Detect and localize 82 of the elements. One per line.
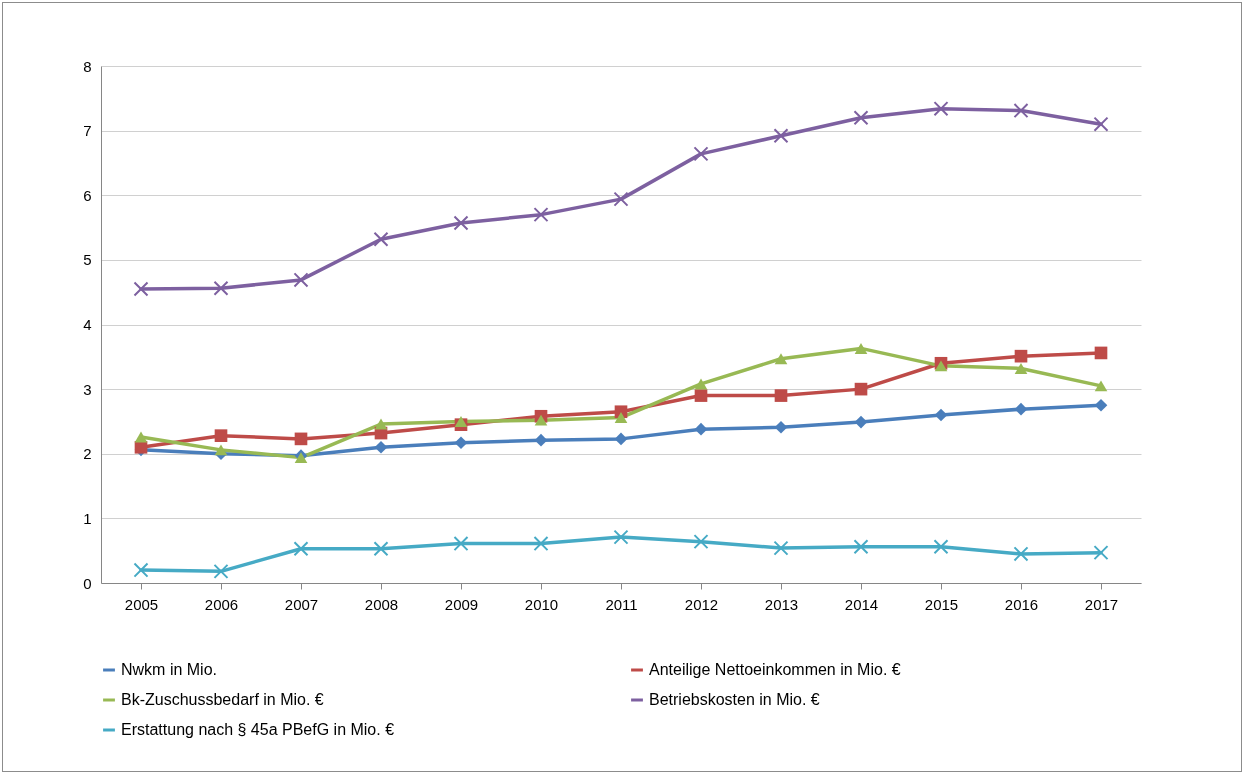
point bbox=[773, 540, 789, 556]
y-tick-label: 0 bbox=[83, 574, 92, 592]
point bbox=[773, 128, 789, 144]
y-tick-label: 7 bbox=[83, 122, 92, 140]
legend-label: Nwkm in Mio. bbox=[121, 661, 218, 678]
point bbox=[853, 110, 869, 126]
y-tick-label: 4 bbox=[83, 316, 92, 333]
point bbox=[774, 420, 788, 434]
point bbox=[613, 529, 629, 545]
point bbox=[373, 541, 389, 557]
point bbox=[533, 536, 549, 552]
point bbox=[293, 541, 309, 557]
x-tick-label: 2012 bbox=[684, 595, 719, 613]
point bbox=[133, 562, 149, 578]
point bbox=[613, 191, 629, 207]
x-tick-label: 2011 bbox=[605, 595, 638, 613]
point bbox=[1014, 349, 1028, 363]
x-tick-label: 2015 bbox=[924, 595, 959, 613]
point bbox=[1094, 398, 1108, 412]
point bbox=[453, 536, 469, 552]
point bbox=[374, 440, 388, 454]
x-tick-label: 2014 bbox=[844, 595, 879, 613]
point bbox=[453, 215, 469, 231]
point bbox=[1094, 346, 1108, 360]
legend-label: Erstattung nach § 45a PBefG in Mio. € bbox=[121, 721, 395, 738]
point bbox=[1094, 380, 1108, 392]
point bbox=[694, 378, 708, 390]
y-tick-label: 1 bbox=[83, 509, 92, 527]
point bbox=[854, 342, 868, 354]
point bbox=[133, 281, 149, 297]
point bbox=[774, 353, 788, 365]
point bbox=[454, 415, 468, 427]
legend-label: Bk-Zuschussbedarf in Mio. € bbox=[121, 691, 324, 708]
x-tick-label: 2008 bbox=[364, 595, 399, 613]
x-tick-label: 2007 bbox=[284, 595, 319, 613]
point bbox=[934, 408, 948, 422]
point bbox=[213, 280, 229, 296]
x-tick-label: 2006 bbox=[204, 595, 239, 613]
point bbox=[373, 231, 389, 247]
point bbox=[214, 444, 228, 456]
point bbox=[1093, 116, 1109, 132]
legend-label: Betriebskosten in Mio. € bbox=[649, 691, 820, 708]
point bbox=[854, 382, 868, 396]
point bbox=[534, 433, 548, 447]
point bbox=[933, 101, 949, 117]
point bbox=[1014, 402, 1028, 416]
point bbox=[614, 432, 628, 446]
point bbox=[614, 412, 628, 424]
x-tick-label: 2005 bbox=[124, 595, 159, 613]
point bbox=[214, 429, 228, 442]
point bbox=[533, 207, 549, 223]
point bbox=[1013, 546, 1029, 562]
point bbox=[1014, 362, 1028, 374]
y-tick-label: 5 bbox=[83, 251, 92, 269]
point bbox=[694, 422, 708, 436]
point bbox=[693, 534, 709, 550]
x-tick-label: 2010 bbox=[524, 595, 559, 613]
x-tick-label: 2017 bbox=[1084, 595, 1119, 613]
legend-label: Anteilige Nettoeinkommen in Mio. € bbox=[649, 661, 901, 678]
point bbox=[774, 389, 788, 402]
point bbox=[1093, 545, 1109, 561]
point bbox=[374, 418, 388, 430]
point bbox=[934, 360, 948, 372]
point bbox=[854, 415, 868, 429]
x-tick-label: 2016 bbox=[1004, 595, 1039, 613]
point bbox=[213, 563, 229, 579]
y-tick-label: 8 bbox=[83, 57, 92, 75]
y-tick-label: 3 bbox=[83, 380, 92, 398]
point bbox=[1013, 103, 1029, 119]
point bbox=[134, 431, 148, 443]
point bbox=[693, 146, 709, 162]
point bbox=[933, 539, 949, 555]
point bbox=[534, 414, 548, 426]
point bbox=[694, 389, 708, 402]
point bbox=[293, 272, 309, 288]
point bbox=[853, 539, 869, 555]
x-tick-label: 2013 bbox=[764, 595, 799, 613]
point bbox=[294, 432, 308, 446]
y-tick-label: 6 bbox=[83, 186, 92, 204]
x-tick-label: 2009 bbox=[444, 595, 479, 613]
point bbox=[454, 436, 468, 450]
y-tick-label: 2 bbox=[83, 445, 92, 463]
